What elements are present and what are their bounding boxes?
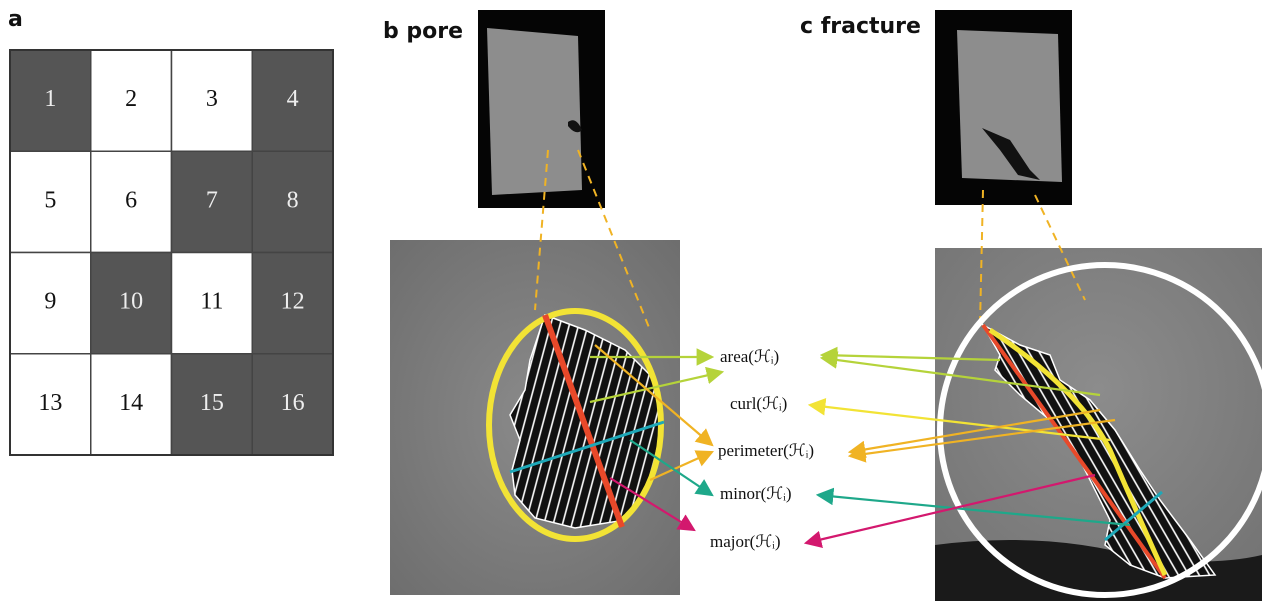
cell-label: 2 bbox=[125, 86, 137, 112]
cell-label: 16 bbox=[281, 390, 305, 416]
panel-label: a bbox=[8, 7, 23, 32]
cell-label: 3 bbox=[206, 86, 218, 112]
cell-label: 8 bbox=[287, 187, 299, 213]
feature-label: perimeter(ℋᵢ) bbox=[718, 441, 814, 460]
cell-label: 4 bbox=[287, 86, 299, 112]
cell-label: 6 bbox=[125, 187, 137, 213]
cell-label: 13 bbox=[38, 390, 62, 416]
feature-label: minor(ℋᵢ) bbox=[720, 484, 792, 503]
feature-labels: area(ℋᵢ) curl(ℋᵢ) perimeter(ℋᵢ) minor(ℋᵢ) ma… bbox=[710, 347, 814, 551]
feature-label: curl(ℋᵢ) bbox=[730, 394, 787, 413]
feature-label: major(ℋᵢ) bbox=[710, 532, 781, 551]
cell-label: 11 bbox=[200, 289, 223, 315]
sample bbox=[487, 28, 582, 195]
cell-label: 9 bbox=[44, 289, 56, 315]
figure: a 12345678910111213141516 b pore c fract… bbox=[0, 0, 1262, 601]
cell-label: 10 bbox=[119, 289, 143, 315]
cell-label: 1 bbox=[44, 86, 56, 112]
panel-label: b pore bbox=[383, 19, 463, 44]
panel-label: c fracture bbox=[800, 14, 921, 39]
cell-label: 15 bbox=[200, 390, 224, 416]
cell-label: 14 bbox=[119, 390, 143, 416]
cell-label: 7 bbox=[206, 187, 218, 213]
feature-label: area(ℋᵢ) bbox=[720, 347, 779, 366]
cell-label: 5 bbox=[44, 187, 56, 213]
cell-label: 12 bbox=[281, 289, 305, 315]
